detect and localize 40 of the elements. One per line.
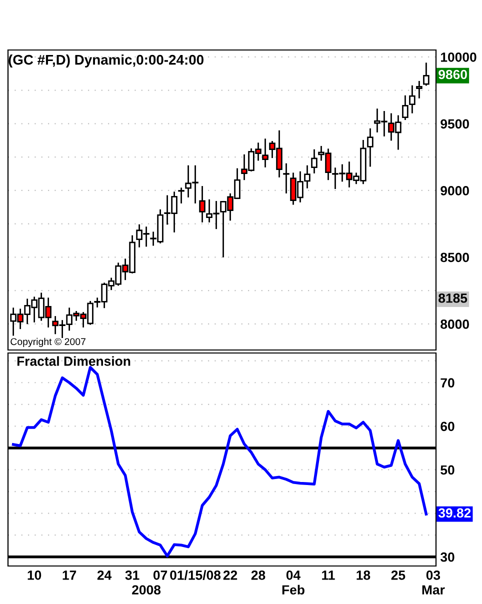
candlestick (199, 186, 206, 222)
y-tick-label: 9500 (440, 119, 469, 129)
x-tick-label: 04 Feb (282, 570, 304, 595)
x-tick-label: 24 (97, 570, 112, 580)
x-tick-label: 07 (153, 570, 168, 580)
candlestick (311, 149, 318, 174)
x-tick-label: 03 Mar (422, 570, 445, 595)
candlestick (402, 95, 408, 120)
annotation: 9860 (438, 70, 467, 80)
chart-title: (GC #F,D) Dynamic,0:00-24:00 (8, 54, 204, 68)
y-tick-label: 8000 (440, 320, 469, 329)
x-tick-label: 2008 (132, 585, 161, 595)
x-tick-label: 17 (62, 570, 76, 580)
x-tick-label: 31 (125, 570, 140, 580)
x-tick-label: 28 (251, 570, 266, 580)
x-tick-label: 18 (356, 570, 370, 580)
x-tick-label: 10 (28, 570, 42, 580)
line-series (12, 366, 428, 558)
y-tick-label: 60 (440, 422, 454, 432)
candlestick (423, 62, 430, 86)
x-tick-label: 25 (391, 570, 406, 580)
annotation: 8185 (438, 293, 468, 303)
y-tick-label: 8500 (440, 252, 469, 262)
y-tick-label: 50 (440, 465, 454, 475)
chart-title: Fractal Dimension (17, 356, 130, 366)
candlestick (416, 80, 422, 98)
x-tick-label: 22 (223, 570, 238, 580)
y-tick-label: 10000 (441, 52, 476, 62)
x-tick-label: 11 (322, 570, 335, 580)
candlestick (409, 85, 416, 114)
y-tick-label: 9000 (440, 186, 469, 196)
x-tick-label: 01/15/08 (170, 570, 221, 580)
candlestick (178, 188, 184, 204)
candlestick (262, 138, 268, 168)
candlestick (367, 128, 374, 167)
annotation: Copyright © 2007 (10, 338, 86, 347)
y-tick-label: 70 (440, 378, 454, 388)
y-tick-label: 30 (440, 552, 454, 562)
data-label: 39.82 (438, 508, 471, 518)
candlestick (283, 163, 290, 194)
